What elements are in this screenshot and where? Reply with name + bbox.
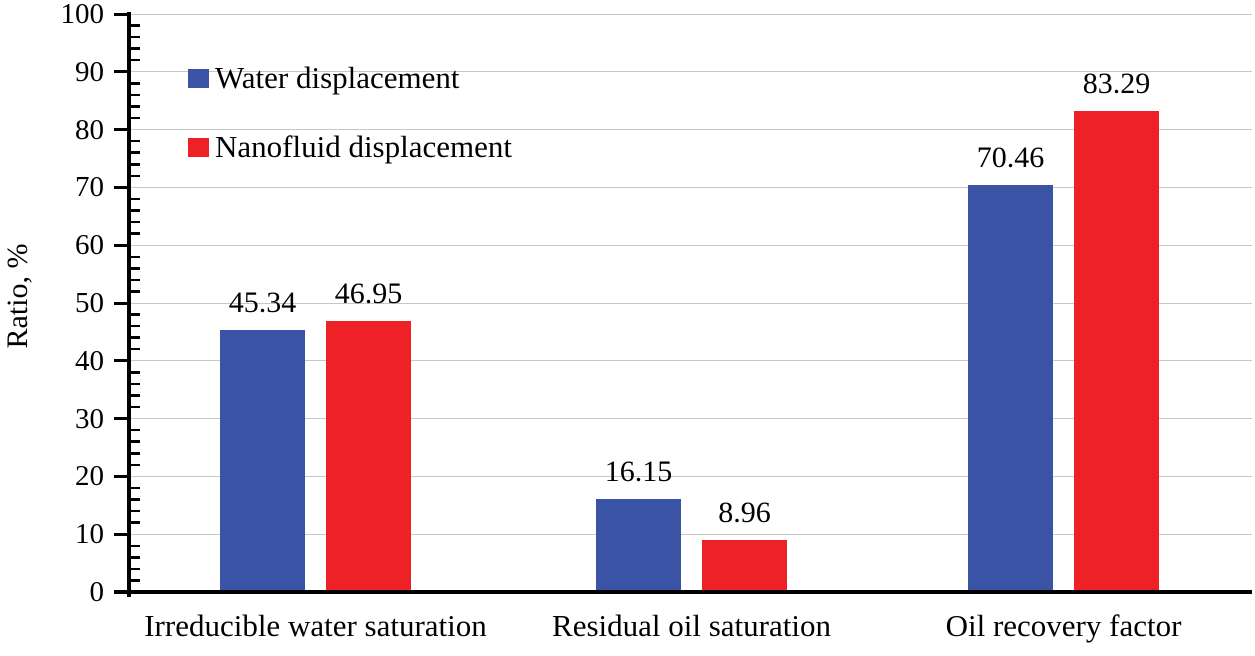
y-axis-tick-label: 40	[75, 344, 104, 377]
y-axis-minor-tick	[131, 440, 140, 443]
y-axis-minor-tick	[131, 232, 140, 235]
y-axis-minor-tick	[131, 116, 140, 120]
y-axis-major-tick	[114, 301, 131, 305]
y-axis-tick-label: 80	[75, 113, 104, 146]
y-gridline	[131, 533, 1252, 535]
bar-nanofluid-2	[1074, 110, 1159, 590]
y-axis-minor-tick	[131, 209, 140, 212]
y-axis-minor-tick	[131, 35, 140, 39]
y-axis-major-tick	[114, 417, 131, 421]
y-axis-minor-tick	[131, 579, 140, 582]
y-axis-major-tick	[114, 128, 131, 132]
bar-nanofluid-0	[326, 320, 411, 590]
y-axis-minor-tick	[131, 382, 140, 386]
y-axis-minor-tick	[131, 174, 140, 178]
y-axis-minor-tick	[131, 163, 140, 166]
y-axis-minor-tick	[131, 105, 140, 108]
legend: Water displacement Nanofluid displacemen…	[188, 58, 512, 196]
y-axis-minor-tick	[131, 24, 140, 27]
y-axis-minor-tick	[131, 267, 140, 270]
y-axis-major-tick	[114, 70, 131, 74]
y-gridline	[131, 302, 1252, 304]
y-axis-minor-tick	[131, 82, 140, 85]
legend-label-nanofluid: Nanofluid displacement	[215, 129, 512, 164]
y-axis-minor-tick	[131, 290, 140, 293]
y-axis-major-tick	[114, 532, 131, 536]
bar-water-2	[968, 184, 1053, 590]
y-axis-minor-tick	[131, 255, 140, 258]
y-axis-minor-tick	[131, 58, 140, 62]
y-axis-minor-tick	[131, 567, 140, 571]
y-axis-minor-tick	[131, 278, 140, 282]
y-axis-minor-tick	[131, 324, 140, 328]
legend-label-water: Water displacement	[215, 60, 460, 95]
y-axis-tick-label: 50	[75, 287, 104, 319]
bar-value-label: 16.15	[604, 454, 673, 488]
y-axis-minor-tick	[131, 452, 140, 455]
y-gridline	[131, 360, 1252, 362]
y-axis-minor-tick	[131, 151, 140, 154]
y-axis-tick-label: 90	[75, 55, 104, 88]
y-axis-minor-tick	[131, 47, 140, 50]
legend-swatch-water-icon	[188, 68, 209, 88]
y-axis-major-tick	[114, 12, 131, 16]
y-axis-minor-tick	[131, 371, 140, 374]
y-axis-tick-label: 10	[75, 518, 104, 551]
x-axis-category-label: Oil recovery factor	[945, 608, 1182, 643]
y-axis-major-tick	[114, 243, 131, 247]
y-axis-minor-tick	[131, 405, 140, 409]
y-axis-minor-tick	[131, 93, 140, 97]
y-axis-tick-label: 60	[75, 229, 104, 262]
y-axis-minor-tick	[131, 463, 140, 467]
legend-item-water-displacement: Water displacement	[188, 58, 512, 98]
x-axis-category-label: Residual oil saturation	[552, 608, 831, 643]
y-axis-major-tick	[114, 359, 131, 363]
y-gridline	[131, 418, 1252, 420]
legend-item-nanofluid-displacement: Nanofluid displacement	[188, 127, 512, 167]
y-gridline	[131, 244, 1252, 246]
y-axis-minor-tick	[131, 220, 140, 224]
y-axis-minor-tick	[131, 486, 140, 490]
x-axis-line	[114, 590, 1252, 594]
bar-water-1	[596, 498, 681, 590]
y-gridline	[131, 186, 1252, 188]
y-axis-minor-tick	[131, 139, 140, 143]
y-axis-major-tick	[114, 474, 131, 478]
bar-value-label: 83.29	[1082, 66, 1151, 100]
y-axis-minor-tick	[131, 521, 140, 524]
bar-value-label: 46.95	[334, 276, 403, 310]
y-axis-minor-tick	[131, 313, 140, 316]
y-gridline	[131, 13, 1252, 15]
y-axis-minor-tick	[131, 428, 140, 432]
y-axis-tick-label: 100	[60, 0, 105, 30]
y-axis-line	[127, 12, 131, 597]
y-axis-tick-label: 0	[89, 576, 105, 608]
y-axis-tick-label: 20	[75, 460, 104, 493]
y-axis-minor-tick	[131, 556, 140, 559]
y-axis-major-tick	[114, 185, 131, 189]
y-axis-minor-tick	[131, 336, 140, 339]
bar-nanofluid-1	[702, 540, 787, 590]
y-gridline	[131, 475, 1252, 477]
y-gridline	[131, 129, 1252, 131]
y-axis-minor-tick	[131, 498, 140, 501]
bar-value-label: 70.46	[976, 140, 1045, 174]
legend-swatch-nanofluid-icon	[188, 137, 209, 157]
x-axis-category-label: Irreducible water saturation	[144, 608, 487, 643]
y-axis-minor-tick	[131, 509, 140, 513]
bar-water-0	[220, 329, 305, 590]
y-gridline	[131, 71, 1252, 73]
y-axis-tick-label: 30	[75, 402, 104, 435]
y-axis-minor-tick	[131, 544, 140, 547]
y-axis-minor-tick	[131, 197, 140, 201]
y-axis-minor-tick	[131, 394, 140, 397]
bar-value-label: 8.96	[718, 496, 771, 530]
bar-value-label: 45.34	[228, 285, 297, 319]
y-axis-minor-tick	[131, 347, 140, 351]
y-axis-tick-label: 70	[75, 171, 104, 204]
